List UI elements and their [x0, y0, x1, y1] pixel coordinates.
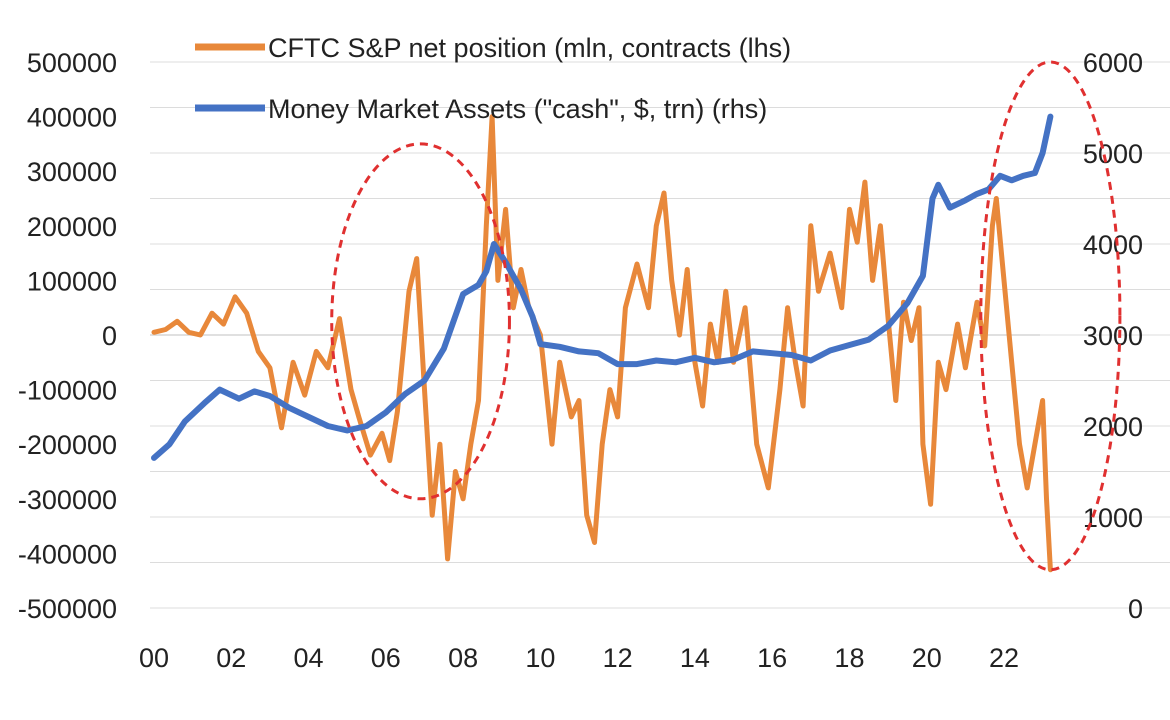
x-tick-label: 10 [525, 643, 555, 673]
gridlines [150, 61, 1170, 609]
y-right-tick-label: 5000 [1083, 139, 1143, 169]
y-left-tick-label: 300000 [27, 157, 117, 187]
y-left-tick-label: 500000 [27, 48, 117, 78]
legend: CFTC S&P net position (mln, contracts (l… [195, 33, 791, 124]
series-line-1 [151, 113, 1054, 461]
legend-label-cftc: CFTC S&P net position (mln, contracts (l… [268, 33, 791, 63]
x-tick-label: 06 [371, 643, 401, 673]
y-right-tick-label: 0 [1128, 594, 1143, 624]
y-left-tick-label: -400000 [18, 539, 117, 569]
y-left-tick-label: 100000 [27, 266, 117, 296]
x-tick-label: 20 [912, 643, 942, 673]
annotation-ellipse-1 [979, 60, 1122, 572]
annotations [330, 60, 1122, 572]
x-tick-label: 16 [757, 643, 787, 673]
y-left-tick-label: -500000 [18, 594, 117, 624]
y-right-tick-label: 1000 [1083, 503, 1143, 533]
y-left-tick-label: -100000 [18, 376, 117, 406]
y-right-tick-label: 4000 [1083, 230, 1143, 260]
x-tick-label: 04 [294, 643, 324, 673]
series-lines [151, 113, 1054, 573]
legend-label-money-market: Money Market Assets ("cash", $, trn) (rh… [268, 94, 767, 124]
y-axis-left-labels: 500000 400000 300000 200000 100000 0 -100000 -2… [18, 48, 117, 624]
x-tick-label: 18 [834, 643, 864, 673]
y-right-tick-label: 6000 [1083, 48, 1143, 78]
x-axis-labels: 00 02 04 06 08 10 12 14 16 18 20 22 [139, 643, 1019, 673]
x-tick-label: 14 [680, 643, 710, 673]
x-tick-label: 12 [603, 643, 633, 673]
annotation-ellipse-0 [330, 142, 511, 501]
y-left-tick-label: 200000 [27, 212, 117, 242]
x-tick-label: 22 [989, 643, 1019, 673]
y-left-tick-label: 400000 [27, 103, 117, 133]
y-right-tick-label: 3000 [1083, 321, 1143, 351]
x-tick-label: 02 [216, 643, 246, 673]
x-tick-label: 08 [448, 643, 478, 673]
y-left-tick-label: 0 [102, 321, 117, 351]
y-left-tick-label: -300000 [18, 485, 117, 515]
x-tick-label: 00 [139, 643, 169, 673]
y-left-tick-label: -200000 [18, 430, 117, 460]
series-line-0 [151, 114, 1053, 573]
